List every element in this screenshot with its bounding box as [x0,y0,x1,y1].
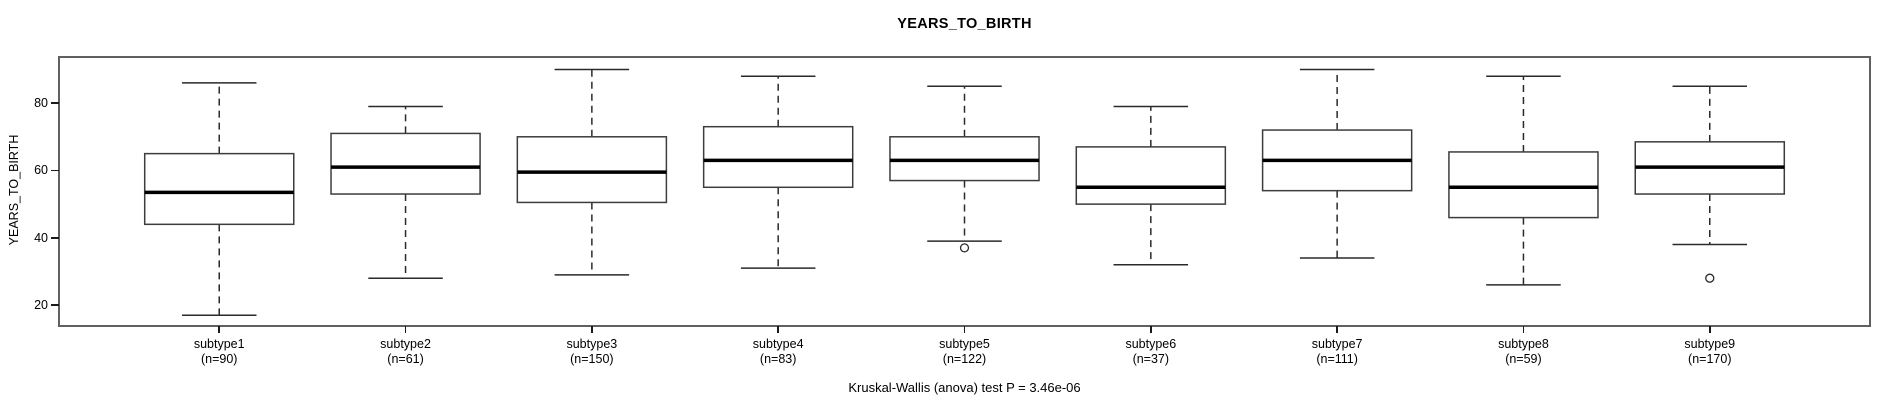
outlier-point [1705,273,1715,283]
group-name: subtype9 [1684,337,1736,351]
group-name: subtype2 [380,337,431,351]
boxplot-group-subtype3 [516,68,668,276]
group-name: subtype8 [1498,337,1549,351]
x-tick-mark [1522,326,1525,333]
x-group-label-subtype7: subtype7 (n=111) [1267,337,1407,367]
y-tick-label: 40 [34,230,48,245]
y-tick-mark [51,169,59,172]
iqr-box [143,152,295,226]
group-name: subtype7 [1311,337,1363,351]
x-tick-mark [777,326,779,333]
group-sample-size: (n=83) [759,352,797,366]
group-name: subtype5 [939,337,990,351]
y-tick-mark [51,304,59,306]
y-tick-label: 80 [34,96,48,111]
iqr-box [1075,146,1227,205]
x-group-label-subtype2: subtype2 (n=61) [336,337,476,367]
x-group-label-subtype5: subtype5 (n=122) [895,337,1035,367]
group-sample-size: (n=61) [387,352,424,366]
x-tick-mark [1150,326,1152,333]
kruskal-wallis-annotation: Kruskal-Wallis (anova) test P = 3.46e-06 [848,380,1081,395]
group-sample-size: (n=170) [1688,352,1732,366]
chart-title: YEARS_TO_BIRTH [897,16,1032,32]
iqr-box [330,132,481,195]
boxplot-group-subtype5 [889,85,1040,253]
boxplot-group-subtype1 [143,82,295,316]
group-name: subtype3 [566,337,618,351]
y-tick-label: 60 [34,163,48,178]
x-tick-mark [591,326,593,333]
x-group-label-subtype1: subtype1 (n=90) [149,337,289,367]
boxplot-group-subtype2 [330,105,481,279]
y-tick-label: 20 [34,298,48,313]
boxplot-group-subtype9 [1634,85,1786,283]
group-name: subtype1 [193,337,245,351]
boxplot-canvas [143,68,1786,316]
y-axis-title: YEARS_TO_BIRTH [7,134,21,246]
iqr-box [1448,151,1599,219]
boxplot-group-subtype6 [1075,105,1227,266]
x-group-label-subtype4: subtype4 (n=83) [708,337,848,367]
group-name: subtype6 [1125,337,1177,351]
boxplot-group-subtype4 [702,75,854,269]
x-tick-mark [218,326,220,333]
group-sample-size: (n=37) [1132,352,1170,366]
group-sample-size: (n=111) [1316,352,1358,366]
x-tick-mark [1709,326,1711,333]
y-tick-mark [51,102,59,104]
boxplot-group-subtype7 [1261,68,1413,259]
x-group-label-subtype6: subtype6 (n=37) [1081,337,1221,367]
x-tick-mark [963,326,966,333]
iqr-box [516,136,668,204]
y-tick-mark [51,237,59,239]
x-group-label-subtype9: subtype9 (n=170) [1640,337,1780,367]
group-name: subtype4 [752,337,804,351]
x-group-label-subtype3: subtype3 (n=150) [522,337,662,367]
group-sample-size: (n=150) [570,352,614,366]
group-sample-size: (n=59) [1505,352,1542,366]
x-tick-mark [1336,326,1338,333]
group-sample-size: (n=122) [942,352,987,366]
iqr-box [702,125,854,189]
group-sample-size: (n=90) [200,352,238,366]
outlier-point [959,243,970,253]
boxplot-group-subtype8 [1448,75,1599,286]
x-tick-mark [404,326,407,333]
x-group-label-subtype8: subtype8 (n=59) [1453,337,1593,367]
